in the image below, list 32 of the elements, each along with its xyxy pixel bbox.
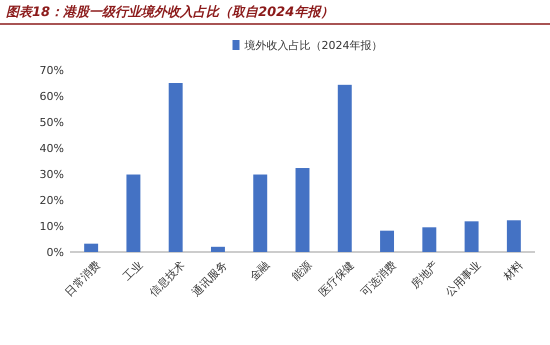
y-tick-label: 20% [40, 194, 64, 207]
bar [380, 230, 394, 252]
bar [296, 168, 310, 252]
bar [210, 246, 225, 252]
y-tick-label: 70% [40, 64, 64, 77]
legend-label: 境外收入占比（2024年报） [244, 39, 382, 52]
bar [84, 244, 98, 252]
y-tick-label: 30% [40, 168, 64, 181]
x-tick-label: 材料 [500, 258, 526, 284]
x-tick-label: 金融 [247, 258, 272, 284]
bar [338, 84, 352, 252]
chart-title: 图表18：港股一级行业境外收入占比（取自2024年报） [6, 4, 334, 20]
x-tick-label: 能源 [290, 258, 314, 284]
bar [126, 174, 140, 252]
bar [168, 83, 183, 252]
bar [464, 221, 479, 252]
x-tick-label: 通讯服务 [189, 258, 230, 299]
y-tick-label: 40% [40, 142, 64, 155]
x-tick-label: 医疗保健 [316, 258, 357, 299]
y-tick-label: 60% [40, 90, 64, 103]
x-tick-label: 房地产 [408, 258, 442, 292]
bar [422, 227, 436, 252]
bar [253, 174, 268, 252]
x-tick-label: 信息技术 [147, 258, 188, 299]
y-tick-label: 10% [40, 220, 64, 233]
x-tick-label: 可选消费 [358, 258, 399, 299]
x-tick-label: 工业 [120, 258, 146, 284]
x-tick-label: 日常消费 [62, 258, 103, 299]
x-tick-label: 公用事业 [443, 258, 484, 299]
y-tick-label: 50% [40, 116, 64, 129]
bar [506, 220, 521, 252]
y-tick-label: 0% [46, 246, 64, 259]
